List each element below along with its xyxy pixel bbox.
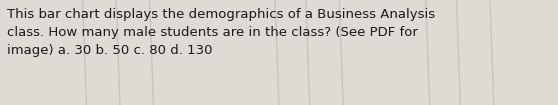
Text: This bar chart displays the demographics of a Business Analysis
class. How many : This bar chart displays the demographics… — [7, 8, 435, 57]
